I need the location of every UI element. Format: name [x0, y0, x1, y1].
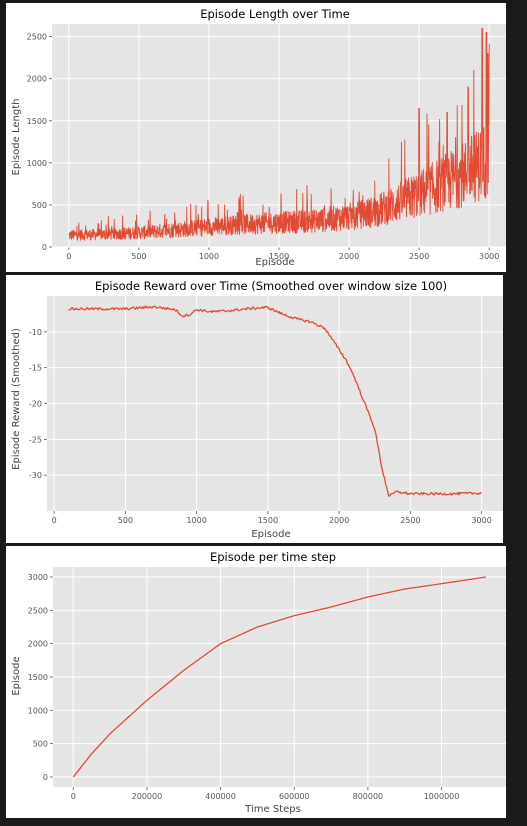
chart-title: Episode per time step: [210, 550, 336, 564]
y-tick-label: -30: [29, 471, 42, 480]
x-tick-label: 600000: [279, 792, 310, 801]
x-tick-label: 2000: [339, 252, 359, 261]
x-tick-label: 1000000: [424, 792, 460, 801]
y-tick-label: 1500: [27, 117, 47, 126]
y-tick-label: 2500: [27, 33, 47, 42]
episode-per-time-step-chart: 0 200000 400000 600000 800000 1000000 0 500 1000…: [11, 550, 506, 815]
x-tick-label: 200000: [132, 792, 163, 801]
y-axis-label: Episode: [11, 656, 22, 695]
chart-panel-episode-per-time-step: 0 200000 400000 600000 800000 1000000 0 500 1000…: [6, 546, 506, 818]
x-axis-label: Episode: [255, 257, 294, 268]
x-tick-label: 2500: [400, 516, 420, 525]
chart-panel-episode-reward: 0 500 1000 1500 2000 2500 3000 -10 -15 -20 -25 -30 …: [6, 275, 503, 543]
y-tick-label: 1500: [28, 673, 48, 682]
y-tick-label: 1000: [27, 159, 47, 168]
y-tick-label: -20: [29, 400, 42, 409]
x-tick-label: 1500: [258, 516, 278, 525]
x-axis-label: Time Steps: [244, 804, 301, 815]
x-tick-label: 3000: [479, 252, 499, 261]
x-tick-label: 800000: [353, 792, 384, 801]
y-tick-label: 0: [43, 773, 48, 782]
chart-panel-episode-length: 0 500 1000 1500 2000 2500 3000 0 500 1000 1500 2000…: [6, 3, 506, 272]
x-tick-label: 500: [118, 516, 133, 525]
y-tick-label: 1000: [28, 706, 48, 715]
x-tick-label: 2000: [329, 516, 349, 525]
x-tick-label: 400000: [205, 792, 236, 801]
x-tick-label: 1000: [199, 252, 219, 261]
y-tick-label: -25: [29, 435, 42, 444]
x-tick-label: 1500: [269, 252, 289, 261]
y-tick-label: 2000: [27, 75, 47, 84]
x-tick-label: 0: [71, 792, 76, 801]
y-axis-label: Episode Length: [11, 99, 22, 176]
y-tick-label: 500: [33, 740, 48, 749]
y-tick-label: 2000: [28, 640, 48, 649]
x-tick-label: 0: [66, 252, 71, 261]
y-tick-label: 0: [42, 243, 47, 252]
x-tick-label: 0: [52, 516, 57, 525]
chart-title: Episode Length over Time: [200, 7, 350, 21]
y-tick-label: -15: [29, 364, 42, 373]
x-tick-label: 2500: [409, 252, 429, 261]
y-tick-label: 500: [32, 201, 47, 210]
y-tick-label: 2500: [28, 606, 48, 615]
y-tick-label: -10: [29, 328, 42, 337]
chart-title: Episode Reward over Time (Smoothed over …: [95, 279, 447, 293]
x-tick-label: 500: [131, 252, 146, 261]
x-tick-label: 3000: [471, 516, 491, 525]
x-axis-label: Episode: [251, 529, 290, 540]
series-line: [68, 27, 490, 241]
episode-length-chart: 0 500 1000 1500 2000 2500 3000 0 500 1000 1500 2000…: [11, 7, 506, 268]
x-tick-label: 1000: [186, 516, 206, 525]
episode-reward-chart: 0 500 1000 1500 2000 2500 3000-10-15-20-25-30 …: [11, 279, 503, 540]
y-axis-label: Episode Reward (Smoothed): [11, 328, 22, 470]
y-tick-label: 3000: [28, 573, 48, 582]
series-line: [72, 576, 486, 778]
series-line: [68, 305, 482, 497]
